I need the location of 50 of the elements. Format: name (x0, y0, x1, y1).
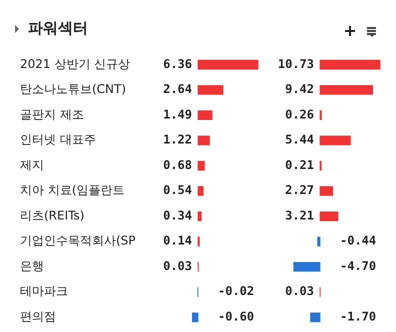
y-tick-label: 인터넷 대표주 (20, 132, 96, 147)
data-label: 0.03 (285, 284, 314, 298)
y-tick-label: 리츠(REITs) (20, 208, 84, 222)
data-label: 2.64 (163, 82, 192, 96)
bar (293, 262, 320, 272)
bar (320, 85, 374, 95)
y-tick-label: 기업인수목적회사(SP (20, 234, 136, 248)
data-label: 9.42 (285, 82, 314, 96)
data-label: 0.68 (163, 158, 192, 172)
bar (198, 60, 258, 70)
y-tick-label: 편의점 (20, 309, 56, 324)
data-label: -0.60 (218, 309, 254, 324)
data-label: 0.03 (163, 258, 192, 273)
y-tick-label: 제지 (20, 158, 44, 172)
text: 파워섹터 (28, 19, 88, 38)
bar (198, 85, 224, 95)
y-tick-label: 치아 치료(임플란트 (20, 183, 124, 198)
bar (198, 136, 210, 146)
data-label: 1.22 (163, 132, 192, 147)
data-label: 6.36 (163, 56, 192, 71)
data-label: 1.49 (163, 107, 192, 122)
bar (320, 186, 334, 196)
y-tick-label: 골판지 제조 (20, 107, 84, 122)
bar (192, 312, 198, 322)
bar (320, 211, 338, 222)
data-label: -1.70 (340, 309, 376, 324)
bar (198, 186, 204, 196)
data-label: -0.02 (218, 284, 254, 298)
bar (310, 312, 320, 322)
y-tick-label: 2021 상반기 신규상 (20, 56, 130, 71)
bar (198, 110, 212, 120)
data-label: 0.54 (163, 183, 192, 198)
data-label: 0.26 (285, 107, 314, 122)
bar (317, 236, 320, 246)
y-tick-label: 은행 (20, 258, 44, 273)
data-label: 5.44 (285, 132, 314, 147)
bar (320, 60, 380, 70)
data-label: 2.27 (285, 183, 314, 198)
bar (198, 160, 205, 171)
data-label: -0.44 (340, 234, 376, 248)
data-label: 0.34 (163, 208, 192, 222)
data-label: 3.21 (285, 208, 314, 222)
bar (198, 211, 202, 222)
data-label: -4.70 (340, 258, 376, 273)
y-tick-label: 탄소나노튜브(CNT) (20, 82, 126, 96)
data-label: 10.73 (278, 56, 314, 71)
data-label: 0.21 (285, 158, 314, 172)
data-label: 0.14 (163, 234, 192, 248)
y-tick-label: 테마파크 (20, 284, 68, 298)
bar (320, 136, 351, 146)
